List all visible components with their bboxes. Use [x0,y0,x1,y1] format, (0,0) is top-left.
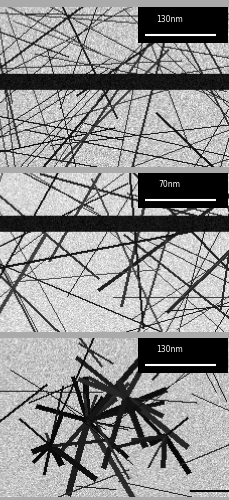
Text: 130nm: 130nm [155,346,182,354]
Text: a: a [217,12,224,24]
Bar [137,172,227,208]
Bar [137,8,227,42]
Text: c: c [218,342,224,353]
Text: 130nm: 130nm [155,16,182,24]
Text: b: b [217,178,224,188]
Bar [137,338,227,372]
Text: 70nm: 70nm [158,180,180,190]
